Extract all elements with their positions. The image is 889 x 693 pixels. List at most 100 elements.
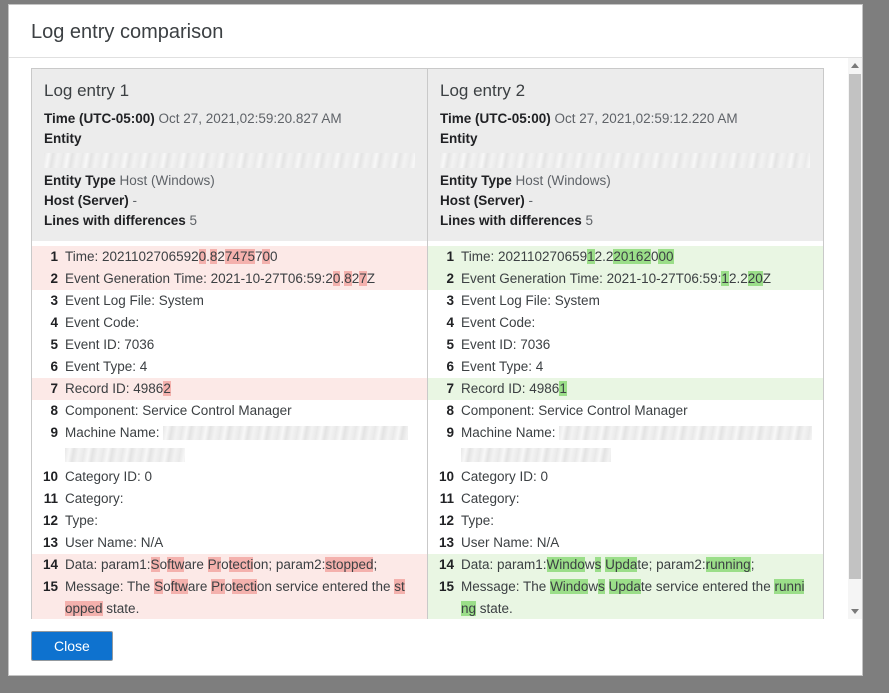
- line-text: Event Code:: [461, 315, 536, 330]
- line-text: Event Log File: System: [461, 293, 600, 308]
- line-content: Message: The Software Protection service…: [65, 576, 427, 619]
- meta-label: Host (Server): [44, 193, 129, 208]
- line-text: Record ID: 4986: [65, 381, 164, 396]
- diff-highlight: opped: [65, 601, 103, 616]
- redacted-text: [559, 426, 813, 441]
- line-content: Type:: [461, 510, 823, 532]
- panel-title: Log entry 1: [44, 81, 130, 100]
- meta-label: Time (UTC-05:00): [440, 111, 551, 126]
- line-number: 12: [438, 513, 454, 528]
- line-text-row: Machine Name:: [461, 422, 817, 444]
- line-content: Time: 20211027065920.827475700: [65, 246, 427, 268]
- diff-highlight: ftw: [170, 579, 188, 594]
- line-content: Data: param1:Windows Update; param2:runn…: [461, 554, 823, 576]
- diff-highlight: s: [594, 557, 602, 572]
- line-text: User Name: N/A: [461, 535, 560, 550]
- line-content: Event Generation Time: 2021-10-27T06:59:…: [65, 268, 427, 290]
- diff-highlight: 00: [658, 249, 674, 264]
- line-text: are: [187, 579, 212, 594]
- log-line: 8 Component: Service Control Manager: [32, 400, 427, 422]
- line-content: User Name: N/A: [461, 532, 823, 554]
- line-number: 13: [438, 535, 454, 550]
- panel-header: Log entry 2 Time (UTC-05:00) Oct 27, 2021…: [428, 69, 823, 241]
- line-number: 2: [446, 271, 454, 286]
- line-text: 2: [217, 249, 225, 264]
- line-text: Time: 2021102706592: [65, 249, 199, 264]
- dialog-footer: Close: [31, 631, 113, 661]
- meta-row: Host (Server) -: [440, 193, 534, 208]
- meta-label: Entity Type: [440, 173, 512, 188]
- line-content: Event ID: 7036: [461, 334, 823, 356]
- line-number: 1: [446, 249, 454, 264]
- meta-row: Entity: [44, 129, 415, 149]
- line-text-row: [65, 444, 421, 466]
- line-text: 0: [270, 249, 278, 264]
- diff-highlight: tecti: [232, 579, 257, 594]
- line-number: 11: [439, 491, 454, 506]
- line-number: 5: [50, 337, 58, 352]
- meta-row: Entity Type Host (Windows): [440, 173, 611, 188]
- line-text-row: Event Code:: [65, 312, 421, 334]
- comparison-panels: Log entry 1 Time (UTC-05:00) Oct 27, 2021…: [31, 68, 825, 619]
- close-button[interactable]: Close: [31, 631, 113, 661]
- line-number: 12: [42, 513, 58, 528]
- diff-highlight: Pr: [211, 579, 225, 594]
- scrollbar-thumb[interactable]: [849, 74, 861, 579]
- vertical-scrollbar[interactable]: [848, 58, 862, 619]
- scroll-down-button[interactable]: [848, 604, 862, 619]
- line-content: Machine Name:: [461, 422, 823, 466]
- line-content: Category:: [461, 488, 823, 510]
- diff-highlight: 20162: [613, 249, 651, 264]
- scroll-up-button[interactable]: [848, 58, 862, 73]
- line-content: Type:: [65, 510, 427, 532]
- line-number: 5: [446, 337, 454, 352]
- diff-highlight: 8: [344, 271, 352, 286]
- line-text: ;: [373, 557, 378, 572]
- arrow-up-icon: [851, 63, 859, 68]
- line-text: o: [224, 579, 233, 594]
- log-line: 15 Message: The Windows Update service en…: [428, 576, 823, 619]
- redacted-text: [461, 448, 611, 463]
- dialog-title: Log entry comparison: [9, 5, 862, 58]
- diff-highlight: Windo: [550, 579, 589, 594]
- diff-highlight: 7475: [224, 249, 255, 264]
- line-text: o: [159, 557, 168, 572]
- line-content: User Name: N/A: [65, 532, 427, 554]
- diff-highlight: 0: [332, 271, 341, 286]
- diff-highlight: 8: [209, 249, 218, 264]
- line-text-row: Event ID: 7036: [461, 334, 817, 356]
- diff-highlight: stopped: [325, 557, 374, 572]
- line-text: te; param2:: [637, 557, 706, 572]
- line-text-row: Record ID: 49862: [65, 378, 421, 400]
- line-text: Event Generation Time: 2021-10-27T06:59:: [461, 271, 722, 286]
- line-text: Z: [366, 271, 375, 286]
- line-number: 2: [50, 271, 58, 286]
- meta-label: Host (Server): [440, 193, 525, 208]
- diff-highlight: 1: [587, 249, 595, 264]
- line-text-row: User Name: N/A: [461, 532, 817, 554]
- line-text-row: Category ID: 0: [65, 466, 421, 488]
- line-text: Time: 202110270659: [461, 249, 588, 264]
- line-content: Component: Service Control Manager: [461, 400, 823, 422]
- line-text-row: Record ID: 49861: [461, 378, 817, 400]
- line-text-row: Time: 20211027065912.220162000: [461, 246, 817, 268]
- log-line: 4 Event Code:: [32, 312, 427, 334]
- line-text-row: Event ID: 7036: [65, 334, 421, 356]
- log-line: 5 Event ID: 7036: [428, 334, 823, 356]
- line-content: Message: The Windows Update service ente…: [461, 576, 823, 619]
- line-text: on; param2:: [253, 557, 326, 572]
- line-text: Event ID: 7036: [461, 337, 551, 352]
- log-line: 12 Type:: [32, 510, 427, 532]
- line-content: Category ID: 0: [65, 466, 427, 488]
- log-line: 4 Event Code:: [428, 312, 823, 334]
- line-number: 10: [438, 469, 454, 484]
- line-content: Event Generation Time: 2021-10-27T06:59:…: [461, 268, 823, 290]
- line-text: Event Code:: [65, 315, 140, 330]
- log-line: 5 Event ID: 7036: [32, 334, 427, 356]
- log-entry-comparison-dialog: Log entry comparison Log entry 1 Time (UT…: [8, 4, 863, 676]
- line-number: 4: [446, 315, 454, 330]
- line-content: Event Log File: System: [65, 290, 427, 312]
- log-line: 3 Event Log File: System: [32, 290, 427, 312]
- log-line: 1 Time: 20211027065912.220162000: [428, 246, 823, 268]
- line-number: 8: [446, 403, 454, 418]
